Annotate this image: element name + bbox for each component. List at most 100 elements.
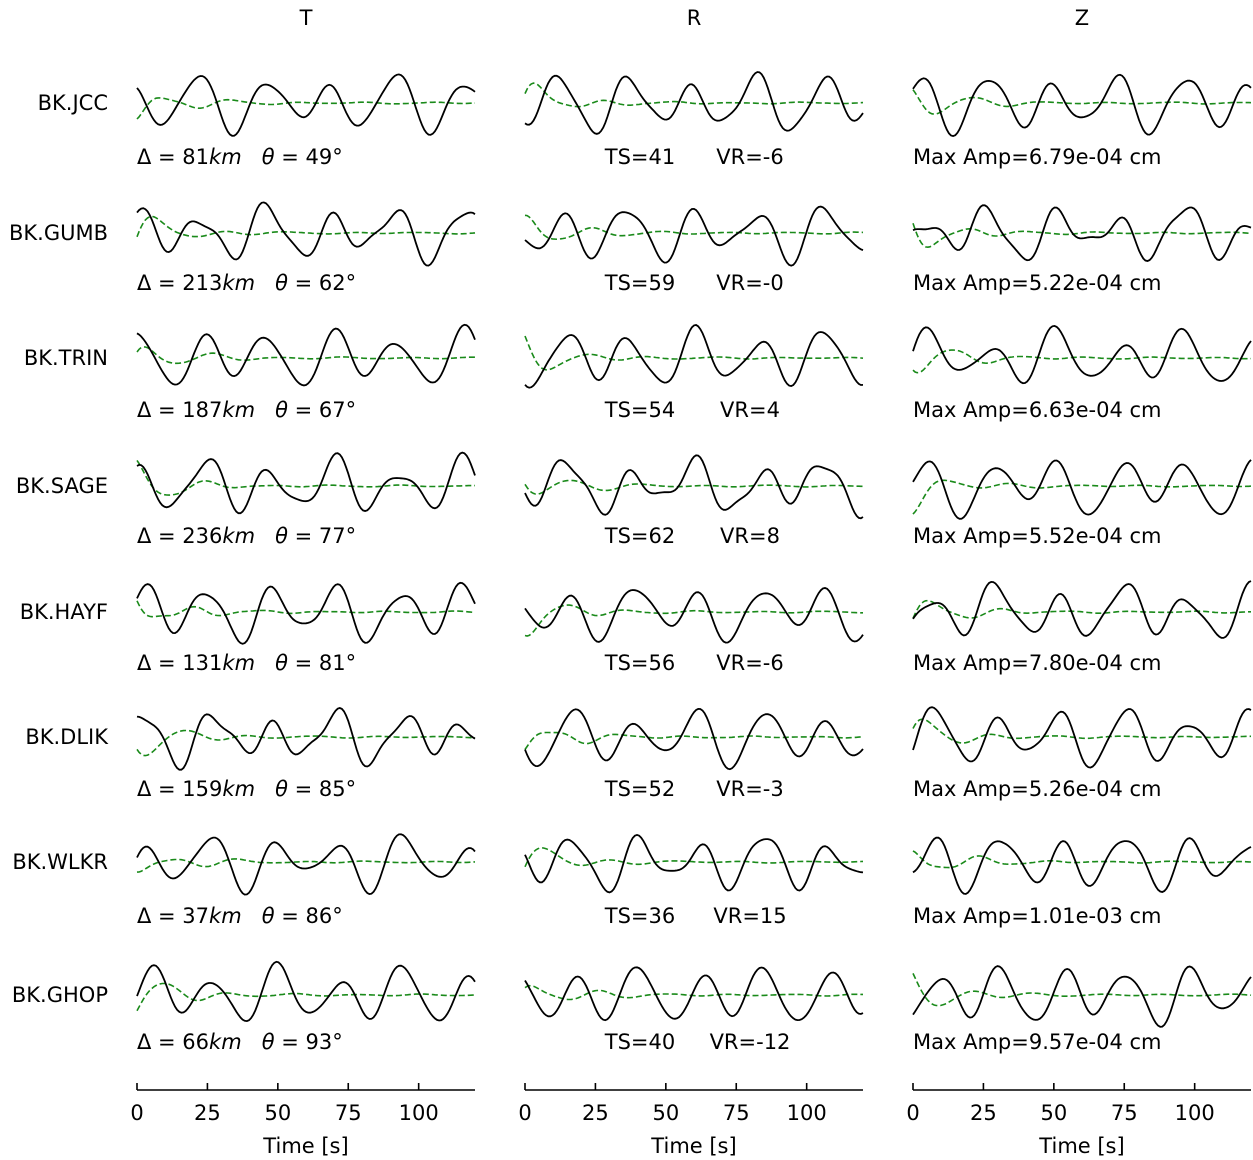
- annot-part: [242, 145, 262, 169]
- synthetic-trace: [136, 982, 476, 1012]
- distance-azimuth-label: Δ = 236km θ = 77°: [137, 524, 356, 548]
- observed-trace: [912, 965, 1252, 1028]
- observed-trace: [912, 324, 1252, 385]
- annot-part: Δ = 187: [137, 398, 222, 422]
- max-amplitude-label: Max Amp=5.52e-04 cm: [913, 524, 1162, 548]
- observed-trace: [524, 324, 864, 389]
- x-tick-label: 50: [652, 1101, 679, 1125]
- observed-trace: [912, 204, 1252, 262]
- x-tick-label: 50: [1040, 1101, 1067, 1125]
- observed-trace: [524, 587, 864, 644]
- annot-part: = 86°: [275, 904, 343, 928]
- annot-part: km: [222, 651, 255, 675]
- synthetic-trace: [912, 718, 1251, 744]
- annot-part: = 67°: [288, 398, 356, 422]
- observed-trace: [912, 706, 1252, 769]
- synthetic-trace: [912, 973, 1252, 1007]
- annot-part: θ: [262, 904, 275, 928]
- synthetic-trace: [136, 346, 475, 365]
- annot-part: = 62°: [288, 271, 356, 295]
- observed-trace: [912, 836, 1252, 895]
- station-label: BK.SAGE: [16, 474, 108, 498]
- observed-trace: [136, 707, 476, 771]
- annot-part: = 49°: [275, 145, 343, 169]
- station-label: BK.GHOP: [12, 983, 108, 1007]
- annot-part: Δ = 81: [137, 145, 209, 169]
- station-label: BK.GUMB: [9, 221, 108, 245]
- x-tick-label: 75: [335, 1101, 362, 1125]
- annot-part: θ: [275, 398, 288, 422]
- observed-trace: [912, 580, 1252, 639]
- synthetic-trace: [524, 82, 864, 108]
- max-amplitude-label: Max Amp=9.57e-04 cm: [913, 1030, 1162, 1054]
- variance-reduction-label: VR=15: [713, 904, 786, 928]
- observed-trace: [136, 201, 476, 267]
- synthetic-trace: [136, 600, 476, 618]
- annot-part: = 93°: [275, 1030, 343, 1054]
- annot-part: [242, 904, 262, 928]
- x-tick-label: 75: [723, 1101, 750, 1125]
- observed-trace: [136, 960, 476, 1023]
- distance-azimuth-label: Δ = 37km θ = 86°: [137, 904, 343, 928]
- max-amplitude-label: Max Amp=1.01e-03 cm: [913, 904, 1162, 928]
- synthetic-trace: [524, 731, 864, 750]
- column-title-Z: Z: [1075, 6, 1089, 30]
- station-label: BK.HAYF: [20, 600, 108, 624]
- distance-azimuth-label: Δ = 81km θ = 49°: [137, 145, 343, 169]
- station-label: BK.WLKR: [12, 850, 108, 874]
- synthetic-trace: [524, 604, 863, 637]
- synthetic-trace: [524, 984, 863, 1001]
- max-amplitude-label: Max Amp=5.26e-04 cm: [913, 777, 1162, 801]
- time-shift-label: TS=59: [604, 271, 675, 295]
- x-tick-label: 100: [399, 1101, 439, 1125]
- observed-trace: [136, 833, 476, 896]
- time-shift-label: TS=62: [604, 524, 675, 548]
- annot-part: [255, 398, 275, 422]
- annot-part: km: [222, 777, 255, 801]
- synthetic-trace: [136, 729, 476, 757]
- annot-part: km: [222, 398, 255, 422]
- distance-azimuth-label: Δ = 159km θ = 85°: [137, 777, 356, 801]
- synthetic-trace: [136, 858, 476, 873]
- annot-part: km: [209, 1030, 242, 1054]
- x-tick-label: 50: [264, 1101, 291, 1125]
- x-tick-label: 0: [906, 1101, 919, 1125]
- observed-trace: [912, 73, 1252, 138]
- time-shift-label: TS=41: [604, 145, 675, 169]
- annot-part: = 85°: [288, 777, 356, 801]
- annot-part: [255, 777, 275, 801]
- x-tick-label: 25: [582, 1101, 609, 1125]
- station-label: BK.DLIK: [25, 725, 109, 749]
- variance-reduction-label: VR=-12: [710, 1030, 791, 1054]
- annot-part: Δ = 213: [137, 271, 222, 295]
- x-axis-label: Time [s]: [650, 1134, 736, 1158]
- synthetic-trace: [524, 846, 864, 868]
- observed-trace: [524, 454, 864, 520]
- annot-part: = 81°: [288, 651, 356, 675]
- synthetic-trace: [912, 850, 1252, 869]
- x-tick-label: 0: [130, 1101, 143, 1125]
- annot-part: km: [222, 524, 255, 548]
- distance-azimuth-label: Δ = 131km θ = 81°: [137, 651, 356, 675]
- x-axis-label: Time [s]: [1038, 1134, 1124, 1158]
- annot-part: km: [222, 271, 255, 295]
- x-tick-label: 25: [970, 1101, 997, 1125]
- observed-trace: [524, 71, 864, 135]
- column-title-T: T: [299, 6, 313, 30]
- column-title-R: R: [687, 6, 702, 30]
- variance-reduction-label: VR=-6: [716, 145, 784, 169]
- annot-part: θ: [275, 271, 288, 295]
- x-tick-label: 100: [1175, 1101, 1215, 1125]
- variance-reduction-label: VR=-6: [716, 651, 784, 675]
- annot-part: Δ = 37: [137, 904, 209, 928]
- max-amplitude-label: Max Amp=5.22e-04 cm: [913, 271, 1162, 295]
- observed-trace: [136, 581, 476, 645]
- synthetic-trace: [912, 599, 1251, 619]
- observed-trace: [524, 707, 864, 771]
- distance-azimuth-label: Δ = 187km θ = 67°: [137, 398, 356, 422]
- synthetic-trace: [136, 459, 475, 496]
- observed-trace: [524, 833, 864, 894]
- annot-part: [255, 271, 275, 295]
- station-label: BK.JCC: [38, 91, 108, 115]
